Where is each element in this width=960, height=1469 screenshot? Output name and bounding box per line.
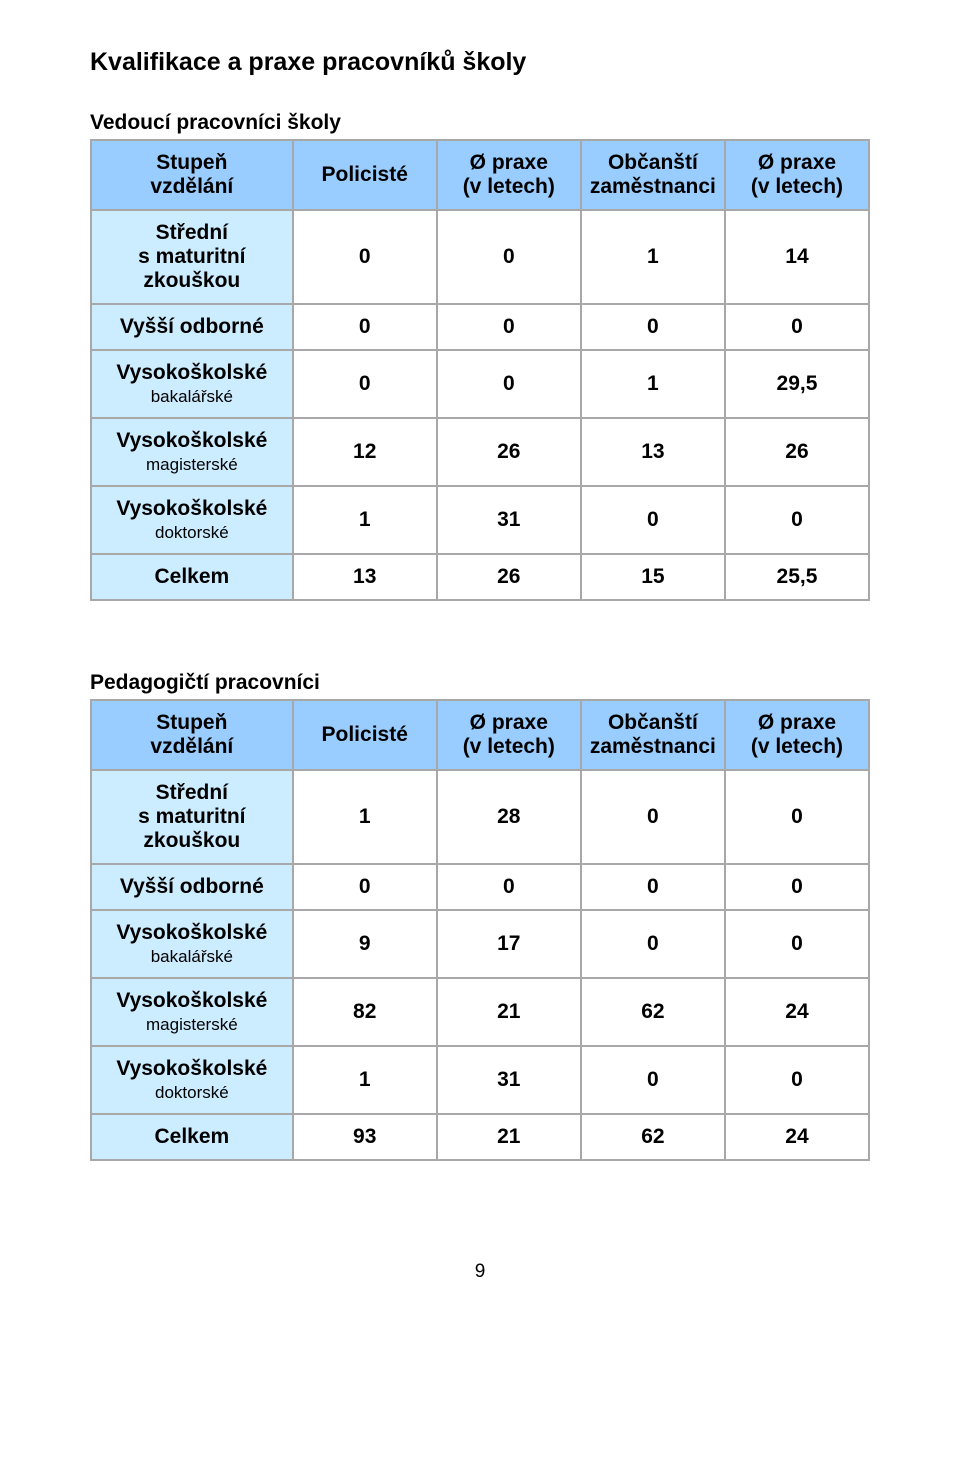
col-header-praxe2: Ø praxe (v letech): [726, 701, 868, 769]
cell: 24: [726, 1115, 868, 1159]
cell: 31: [438, 1047, 580, 1113]
row-label: Vysokoškolské bakalářské: [92, 351, 292, 417]
cell: 15: [582, 555, 724, 599]
cell: 28: [438, 771, 580, 863]
cell: 0: [582, 1047, 724, 1113]
row-label: Vyšší odborné: [92, 305, 292, 349]
cell: 0: [726, 305, 868, 349]
col-header-stupen: Stupeň vzdělání: [92, 701, 292, 769]
row-label: Střední s maturitní zkouškou: [92, 771, 292, 863]
cell: 26: [438, 555, 580, 599]
cell: 13: [582, 419, 724, 485]
table-row: Vysokoškolské bakalářské 0 0 1 29,5: [92, 351, 868, 417]
section2-heading: Pedagogičtí pracovníci: [90, 671, 870, 695]
section1-table: Stupeň vzdělání Policisté Ø praxe (v let…: [90, 139, 870, 601]
cell: 9: [294, 911, 436, 977]
table-row: Vysokoškolské magisterské 12 26 13 26: [92, 419, 868, 485]
cell: 0: [438, 865, 580, 909]
table-row: Střední s maturitní zkouškou 1 28 0 0: [92, 771, 868, 863]
cell: 0: [294, 305, 436, 349]
col-header-obcansti: Občanští zaměstnanci: [582, 141, 724, 209]
cell: 29,5: [726, 351, 868, 417]
cell: 0: [582, 911, 724, 977]
row-label: Vysokoškolské doktorské: [92, 487, 292, 553]
cell: 24: [726, 979, 868, 1045]
cell: 0: [294, 211, 436, 303]
row-label: Celkem: [92, 1115, 292, 1159]
cell: 0: [582, 865, 724, 909]
cell: 0: [438, 305, 580, 349]
row-label: Střední s maturitní zkouškou: [92, 211, 292, 303]
cell: 0: [438, 211, 580, 303]
cell: 12: [294, 419, 436, 485]
cell: 25,5: [726, 555, 868, 599]
cell: 0: [582, 305, 724, 349]
cell: 31: [438, 487, 580, 553]
row-label: Vyšší odborné: [92, 865, 292, 909]
cell: 1: [582, 351, 724, 417]
cell: 0: [726, 865, 868, 909]
cell: 0: [726, 911, 868, 977]
cell: 93: [294, 1115, 436, 1159]
cell: 82: [294, 979, 436, 1045]
col-header-policiste: Policisté: [294, 701, 436, 769]
cell: 0: [726, 771, 868, 863]
cell: 0: [582, 771, 724, 863]
cell: 0: [726, 487, 868, 553]
cell: 0: [438, 351, 580, 417]
page-title: Kvalifikace a praxe pracovníků školy: [90, 48, 870, 77]
row-label: Vysokoškolské doktorské: [92, 1047, 292, 1113]
table-row: Vyšší odborné 0 0 0 0: [92, 305, 868, 349]
table-row: Celkem 13 26 15 25,5: [92, 555, 868, 599]
table-row: Vysokoškolské doktorské 1 31 0 0: [92, 1047, 868, 1113]
page-number: 9: [90, 1261, 870, 1283]
cell: 26: [726, 419, 868, 485]
cell: 0: [294, 865, 436, 909]
col-header-praxe2: Ø praxe (v letech): [726, 141, 868, 209]
cell: 1: [294, 771, 436, 863]
cell: 0: [726, 1047, 868, 1113]
table-row: Vysokoškolské magisterské 82 21 62 24: [92, 979, 868, 1045]
cell: 0: [294, 351, 436, 417]
cell: 13: [294, 555, 436, 599]
col-header-praxe1: Ø praxe (v letech): [438, 701, 580, 769]
col-header-policiste: Policisté: [294, 141, 436, 209]
cell: 62: [582, 1115, 724, 1159]
col-header-obcansti: Občanští zaměstnanci: [582, 701, 724, 769]
section2-table: Stupeň vzdělání Policisté Ø praxe (v let…: [90, 699, 870, 1161]
table-header-row: Stupeň vzdělání Policisté Ø praxe (v let…: [92, 141, 868, 209]
cell: 26: [438, 419, 580, 485]
cell: 1: [294, 487, 436, 553]
table-header-row: Stupeň vzdělání Policisté Ø praxe (v let…: [92, 701, 868, 769]
cell: 0: [582, 487, 724, 553]
cell: 17: [438, 911, 580, 977]
table-row: Vysokoškolské doktorské 1 31 0 0: [92, 487, 868, 553]
row-label: Celkem: [92, 555, 292, 599]
table-row: Vyšší odborné 0 0 0 0: [92, 865, 868, 909]
cell: 21: [438, 1115, 580, 1159]
table-row: Střední s maturitní zkouškou 0 0 1 14: [92, 211, 868, 303]
table-row: Celkem 93 21 62 24: [92, 1115, 868, 1159]
col-header-praxe1: Ø praxe (v letech): [438, 141, 580, 209]
table-row: Vysokoškolské bakalářské 9 17 0 0: [92, 911, 868, 977]
cell: 62: [582, 979, 724, 1045]
cell: 1: [294, 1047, 436, 1113]
row-label: Vysokoškolské magisterské: [92, 979, 292, 1045]
col-header-stupen: Stupeň vzdělání: [92, 141, 292, 209]
cell: 1: [582, 211, 724, 303]
row-label: Vysokoškolské magisterské: [92, 419, 292, 485]
section1-heading: Vedoucí pracovníci školy: [90, 111, 870, 135]
row-label: Vysokoškolské bakalářské: [92, 911, 292, 977]
cell: 14: [726, 211, 868, 303]
cell: 21: [438, 979, 580, 1045]
